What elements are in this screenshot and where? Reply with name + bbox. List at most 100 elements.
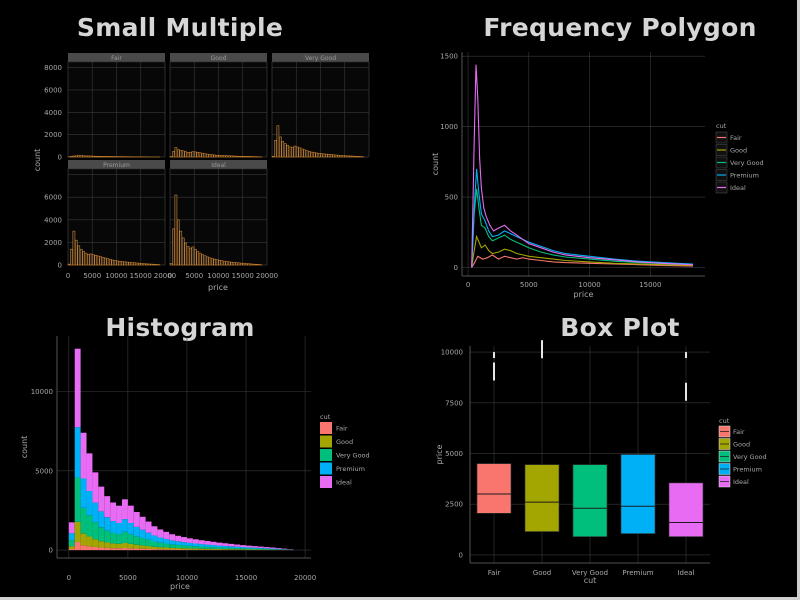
facet-bar	[344, 155, 348, 158]
histogram-bar-very-good	[192, 546, 199, 549]
histogram-bar-very-good	[74, 477, 81, 522]
facet-bar	[152, 263, 156, 266]
histogram-bar-ideal	[80, 432, 87, 479]
facet-bar	[254, 264, 258, 266]
box-good	[524, 464, 560, 532]
histogram-bar-good	[204, 548, 211, 550]
facet-bar	[181, 237, 185, 266]
histogram-panel: Histogram 0 5000 10000 0 5000 10000 15000 20000…	[0, 300, 400, 600]
y-tick-label: 1500	[440, 53, 458, 61]
histogram-bar-premium	[121, 519, 128, 532]
y-tick-label: 6000	[44, 86, 62, 94]
facet-bar	[186, 246, 190, 266]
histogram-bar-very-good	[133, 536, 140, 545]
x-tick-label: 0	[67, 574, 71, 582]
facet-bar	[84, 155, 88, 158]
facet-bar	[215, 259, 219, 266]
facet-bar	[104, 156, 107, 158]
histogram-bar-premium	[139, 529, 146, 539]
small-multiple-chart: Fair Good Very Good Premium Ideal 0 2000 4000 60…	[33, 53, 370, 292]
x-tick-label: 20000	[294, 574, 316, 582]
histogram-chart: 0 5000 10000 0 5000 10000 15000 20000 price count…	[20, 336, 370, 591]
facet-bar	[215, 154, 219, 158]
histogram-bar-good	[98, 541, 105, 548]
histogram-bar-premium	[86, 491, 93, 516]
facet-bar	[327, 154, 331, 158]
histogram-bar-ideal	[234, 544, 241, 547]
histogram-bar-good	[228, 549, 235, 550]
box-fair	[476, 463, 512, 514]
facet-label: Very Good	[305, 55, 336, 62]
facet-bar	[128, 262, 131, 266]
histogram-bar-premium	[175, 541, 182, 545]
facet-bar	[94, 255, 98, 266]
legend-label: Premium	[730, 172, 759, 180]
facet-bar	[244, 263, 248, 266]
histogram-bar-very-good	[163, 543, 170, 548]
facet-bar	[113, 260, 117, 266]
facet-bar	[237, 262, 241, 266]
box-plot-title: Box Plot	[560, 313, 680, 342]
histogram-bar-fair	[139, 548, 146, 551]
histogram-bar-good	[86, 536, 93, 547]
facet-bar	[293, 145, 297, 158]
box-very-good	[572, 464, 608, 537]
histogram-bar-ideal	[275, 548, 282, 549]
histogram-bar-very-good	[80, 507, 87, 534]
facet-bar	[300, 148, 304, 158]
histogram-bar-very-good	[68, 540, 75, 547]
facet-bar	[181, 150, 185, 158]
facet-bar	[111, 259, 115, 266]
facet-bar	[322, 153, 326, 158]
facet-bar	[70, 248, 73, 266]
y-tick-label: 1000	[440, 123, 458, 131]
histogram-bar-premium	[74, 427, 81, 478]
histogram-bar-premium	[186, 542, 193, 546]
facet-bar	[349, 155, 352, 158]
histogram-bar-good	[139, 545, 146, 549]
histogram-bar-good	[169, 547, 176, 550]
histogram-bar-ideal	[228, 543, 235, 547]
facet-bar	[325, 153, 328, 158]
histogram-bar-very-good	[186, 545, 193, 549]
histogram-bar-good	[104, 542, 111, 548]
facet-bar	[177, 149, 180, 158]
histogram-bar-ideal	[181, 537, 187, 543]
histogram-bar-fair	[74, 542, 81, 551]
legend-label: Ideal	[730, 184, 746, 192]
histogram-bar-good	[80, 533, 87, 546]
histogram-bar-fair	[110, 548, 117, 551]
histogram-bar-very-good	[251, 548, 258, 550]
facet-bar	[237, 155, 241, 158]
legend-key	[320, 435, 332, 448]
facet-bar	[203, 255, 207, 266]
histogram-bar-premium	[169, 540, 176, 545]
histogram-bar-very-good	[228, 547, 235, 550]
facet-bar	[342, 155, 345, 158]
histogram-bar-premium	[269, 548, 276, 550]
legend-label: Very Good	[733, 453, 767, 461]
facet-bar	[89, 155, 93, 158]
facet-bar	[191, 151, 195, 158]
legend-label: Ideal	[733, 478, 749, 486]
x-tick-label: 10000	[176, 574, 198, 582]
x-tick-label: 15000	[235, 574, 257, 582]
y-axis-label: count	[20, 436, 29, 459]
facet-bar	[191, 246, 195, 266]
facet-bar	[72, 230, 76, 266]
facet-bar	[354, 155, 357, 158]
histogram-bar-very-good	[263, 548, 270, 550]
histogram-bar-premium	[98, 511, 105, 528]
facet-bar	[201, 152, 204, 158]
facet-bar	[312, 152, 316, 158]
histogram-bar-fair	[145, 548, 152, 551]
x-tick-label: 0	[466, 281, 470, 289]
y-tick-label: 5000	[35, 467, 53, 475]
histogram-bar-ideal	[216, 542, 223, 546]
histogram-bar-good	[116, 543, 122, 549]
facet-bar	[79, 155, 83, 158]
facet-bar	[213, 154, 217, 158]
histogram-bar-very-good	[246, 548, 252, 550]
facet-bar	[230, 155, 233, 158]
histogram-bar-ideal	[281, 548, 288, 550]
